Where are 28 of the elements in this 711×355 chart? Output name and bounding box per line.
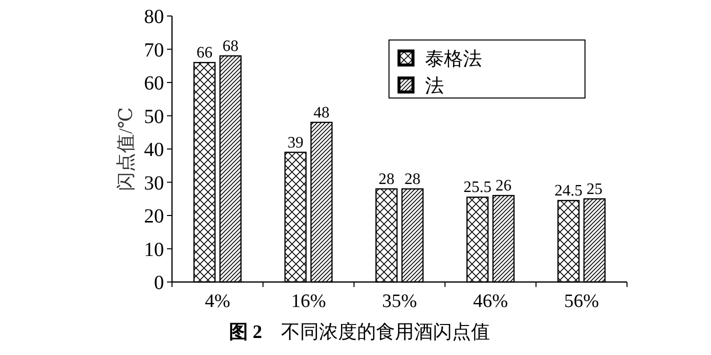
x-tick-label: 46% <box>473 291 508 312</box>
x-tick-label: 16% <box>291 291 326 312</box>
y-tick-label: 50 <box>144 106 164 128</box>
data-label: 68 <box>222 38 238 55</box>
data-label: 28 <box>378 170 394 188</box>
y-tick-label: 0 <box>154 272 164 294</box>
data-label: 25 <box>586 180 602 198</box>
y-tick-label: 30 <box>144 172 164 194</box>
data-label: 26 <box>496 178 512 195</box>
x-tick-label: 35% <box>382 291 418 312</box>
data-label: 48 <box>314 104 330 122</box>
y-tick-label: 20 <box>144 206 164 228</box>
data-label: 28 <box>404 170 420 188</box>
y-axis-title: 闪点值/℃ <box>116 107 137 191</box>
y-tick-label: 60 <box>144 72 164 94</box>
x-tick-label: 4% <box>204 291 230 312</box>
data-label: 39 <box>288 134 304 152</box>
x-tick-label: 56% <box>564 291 600 312</box>
legend-label: 泰格法 <box>425 49 482 70</box>
data-label: 24.5 <box>554 182 582 200</box>
y-tick-label: 80 <box>144 6 164 28</box>
data-label: 66 <box>196 44 212 62</box>
legend-label: 法 <box>425 76 444 97</box>
text: 图 2 不同浓度的食用酒闪点值 <box>228 321 490 343</box>
y-tick-label: 40 <box>144 139 164 161</box>
y-tick-label: 70 <box>144 39 164 62</box>
data-label: 25.5 <box>464 179 492 196</box>
y-tick-label: 10 <box>144 238 164 261</box>
